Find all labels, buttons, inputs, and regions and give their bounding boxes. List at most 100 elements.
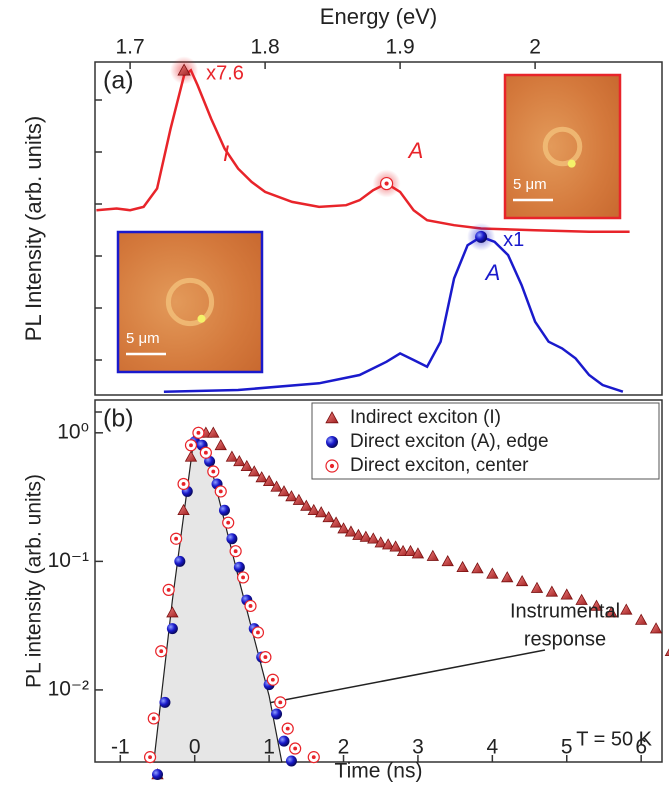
y-axis-title: PL intensity (arb. units) [23, 474, 46, 688]
triangle-marker [530, 581, 544, 593]
triangle-marker [255, 471, 268, 483]
x-tick-label: 5 [561, 736, 573, 759]
triangle-marker [233, 455, 246, 467]
triangle-marker [441, 555, 454, 567]
x-tick-label: -1 [111, 736, 130, 759]
scale-factor-label: x7.6 [206, 63, 244, 85]
triangle-marker [649, 622, 663, 634]
circle-marker-center [226, 520, 231, 525]
triangle-marker [501, 571, 514, 583]
x-tick-label: 1 [263, 736, 275, 759]
circle-marker-center [241, 575, 245, 580]
x-tick-label: 1.9 [385, 36, 414, 59]
sphere-marker [278, 735, 290, 747]
circle-marker-center [174, 536, 179, 541]
triangle-marker [426, 549, 439, 561]
x-axis-title: Time (ns) [335, 760, 423, 783]
triangle-marker [515, 574, 529, 587]
x-tick-label: 0 [189, 736, 201, 759]
sphere-marker [271, 708, 283, 720]
circle-marker-center [329, 463, 335, 469]
x-tick-label: 3 [412, 736, 424, 759]
circle-marker-center [311, 755, 316, 760]
circle-marker-center [196, 430, 201, 435]
triangle-marker [344, 525, 358, 537]
flake-ring [165, 277, 215, 327]
x-tick-label: 2 [338, 736, 350, 759]
x-tick-label: 6 [635, 736, 647, 759]
triangle-marker [285, 490, 298, 502]
triangle-marker [560, 588, 573, 600]
circle-marker-center [263, 655, 268, 660]
triangle-marker [300, 499, 313, 511]
triangle-marker [240, 459, 253, 471]
sphere-marker [166, 623, 178, 635]
triangle-marker [367, 532, 380, 544]
legend-box [311, 402, 660, 480]
legend-label: Direct exciton (A), edge [350, 431, 549, 452]
scale-bar-label: 5 μm [126, 330, 160, 347]
triangle-marker [166, 606, 179, 618]
scale-bar-label: 5 μm [513, 176, 547, 193]
y-tick-label: 10⁰ [57, 420, 89, 443]
circle-marker-center [203, 450, 208, 455]
x-axis-title: Energy (eV) [320, 4, 437, 29]
x-tick-label: 4 [487, 736, 499, 759]
triangle-marker [225, 450, 239, 462]
triangle-marker [396, 544, 410, 556]
spot [197, 314, 206, 323]
triangle-marker [389, 540, 402, 552]
spot [567, 159, 576, 168]
flake-ring [542, 126, 583, 167]
y-tick-label: 10⁻² [48, 677, 89, 700]
triangle-marker [307, 503, 320, 516]
triangle-marker [262, 474, 276, 487]
circle-marker-center [211, 469, 216, 474]
circle-marker-center [159, 649, 164, 654]
circle-marker-center [293, 746, 298, 751]
circle-marker-center [270, 677, 275, 682]
circle-marker-center [218, 489, 223, 494]
response-label: Instrumental [510, 600, 620, 622]
peak-annotation: A [484, 260, 501, 285]
circle-marker-center [278, 700, 283, 705]
panel-label: (b) [103, 405, 134, 433]
sphere-marker [285, 755, 297, 767]
panel-label: (a) [103, 67, 134, 95]
circle-marker-center [148, 755, 152, 760]
circle-marker-center [181, 482, 186, 486]
triangle-marker [359, 530, 373, 542]
sphere-marker [152, 768, 164, 780]
triangle-marker [214, 438, 227, 451]
triangle-marker [456, 560, 469, 573]
triangle-marker [325, 411, 339, 424]
y-axis-title: PL Intensity (arb. units) [21, 116, 46, 341]
circle-marker-center [248, 604, 253, 608]
sphere-marker [218, 504, 230, 516]
x-tick-label: 2 [529, 36, 541, 59]
peak-annotation: I [223, 141, 229, 166]
triangle-marker [184, 450, 198, 462]
legend-label: Indirect exciton (I) [350, 407, 501, 428]
inset-image [503, 73, 622, 220]
temperature-label: T = 50 K [576, 728, 652, 750]
sphere-marker [326, 436, 338, 448]
triangle-marker [352, 528, 365, 540]
triangle-marker [381, 538, 395, 550]
sphere-marker [174, 555, 186, 567]
triangle-marker [404, 544, 417, 556]
circle-marker-center [233, 549, 238, 554]
circle-marker-center [189, 443, 193, 448]
sphere-marker [226, 533, 238, 545]
triangle-marker [322, 511, 335, 523]
sphere-marker [159, 696, 171, 708]
triangle-marker [545, 585, 559, 597]
x-tick-label: 1.7 [115, 36, 144, 59]
triangle-marker [620, 603, 633, 615]
inset-image [116, 230, 264, 374]
triangle-marker [337, 522, 350, 534]
circle-marker-center [256, 630, 260, 635]
triangle-marker [374, 536, 387, 548]
triangle-marker [486, 567, 499, 579]
